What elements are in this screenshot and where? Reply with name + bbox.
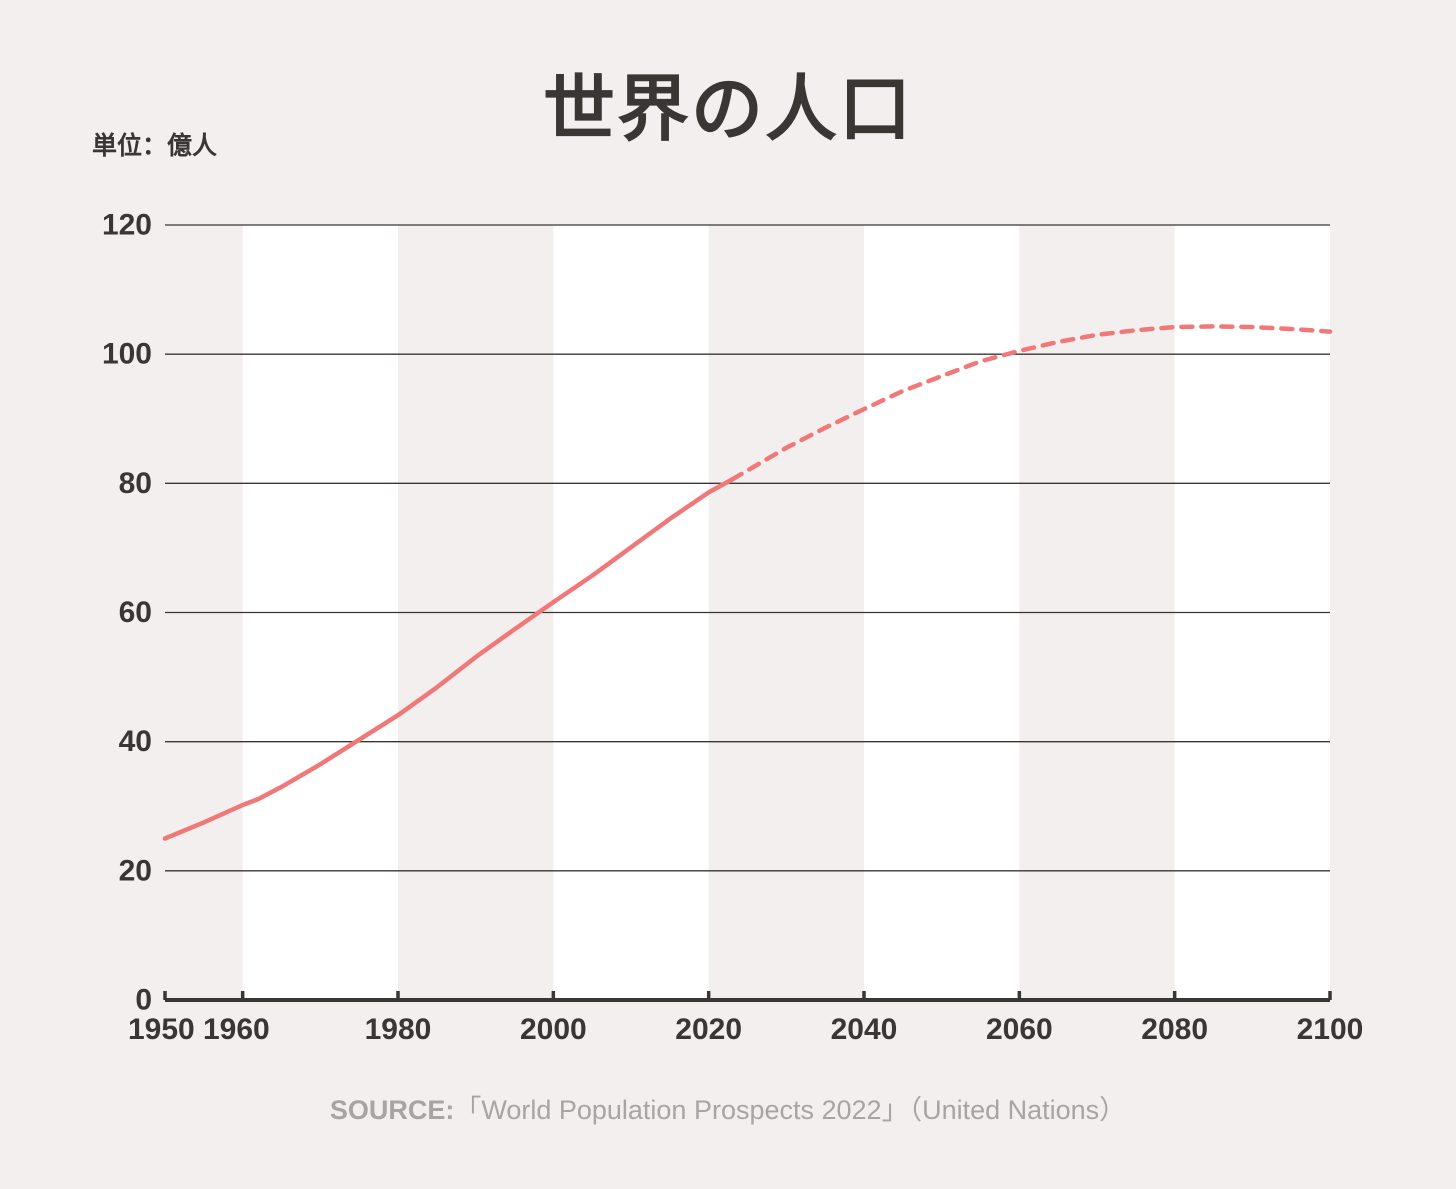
source-key: SOURCE: (329, 1095, 455, 1125)
y-tick-label-100: 100 (102, 338, 152, 371)
x-tick-label-1950: 1950 (128, 1013, 195, 1046)
y-tick-label-60: 60 (119, 596, 152, 629)
unit-label: 単位：億人 (92, 131, 218, 160)
x-tick-label-2100: 2100 (1297, 1013, 1364, 1046)
y-tick-label-80: 80 (119, 467, 152, 500)
x-tick-label-2060: 2060 (986, 1013, 1053, 1046)
source-text: 「World Population Prospects 2022」（United… (454, 1095, 1127, 1125)
series-line-solid (162, 477, 735, 841)
y-tick-label-40: 40 (119, 725, 152, 758)
x-tick-label-2080: 2080 (1141, 1013, 1208, 1046)
series-line-dashed (729, 324, 1333, 482)
y-tick-labels: 0 20 40 60 80 100 120 (102, 209, 152, 1017)
x-axis (163, 991, 1332, 1002)
x-tick-label-2020: 2020 (675, 1013, 742, 1046)
series-layer (162, 324, 1333, 841)
x-tick-labels: 1950 1960 1980 2000 2020 2040 2060 2080 2100 (128, 1013, 1363, 1046)
y-tick-label-20: 20 (119, 854, 152, 887)
gridlines (165, 224, 1330, 872)
x-tick-label-1980: 1980 (365, 1013, 432, 1046)
y-tick-label-0: 0 (135, 984, 152, 1017)
source-note: SOURCE:「World Population Prospects 2022」… (0, 1088, 1456, 1127)
x-tick-label-1960: 1960 (203, 1013, 270, 1046)
x-tick-label-2000: 2000 (520, 1013, 587, 1046)
x-tick-label-2040: 2040 (831, 1013, 898, 1046)
chart-title: 世界の人口 (542, 67, 913, 151)
y-tick-label-120: 120 (102, 209, 152, 242)
